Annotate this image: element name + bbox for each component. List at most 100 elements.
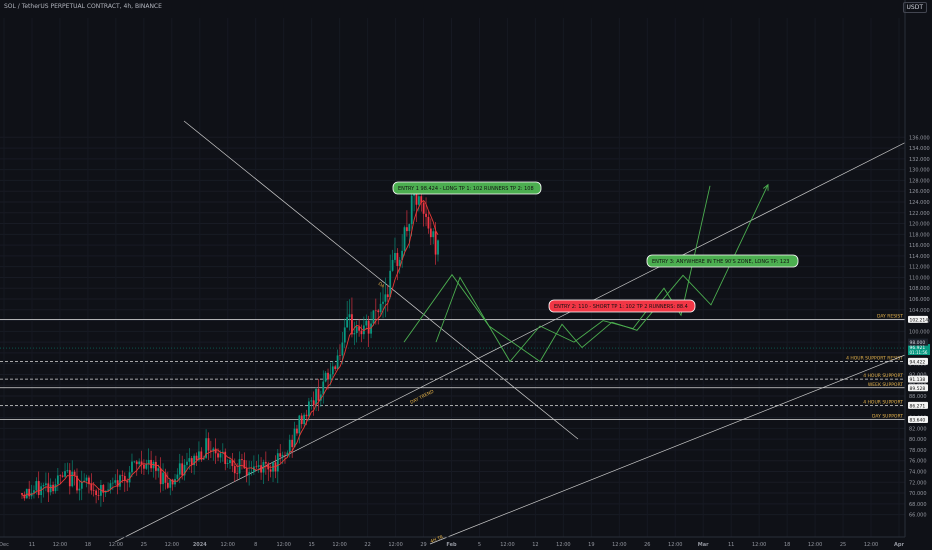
x-tick-label: 11: [728, 542, 734, 548]
candle-body: [348, 314, 351, 318]
bottom-trendline[interactable]: [429, 344, 931, 545]
candle-body: [164, 472, 167, 483]
y-tick-label: 136.000: [909, 135, 930, 141]
annotation-box[interactable]: [392, 181, 542, 195]
y-tick-label: 106.000: [909, 297, 930, 303]
crosshair-price-label: 98.000: [910, 340, 926, 346]
candle-body: [188, 458, 191, 462]
y-tick-label: 70.000: [909, 491, 927, 497]
candle-body: [245, 468, 248, 476]
candle-body: [224, 451, 227, 464]
candle-body: [372, 310, 375, 324]
candle-body: [119, 475, 121, 487]
candle-body: [154, 461, 157, 471]
candle-body: [343, 327, 346, 343]
candle-body: [315, 388, 317, 406]
candle-body: [176, 474, 179, 479]
candle-body: [410, 195, 413, 225]
candle-body: [49, 484, 52, 493]
candle-body: [307, 401, 310, 417]
candle-body: [312, 400, 315, 406]
annotation-box[interactable]: [646, 254, 799, 268]
resistance-trendline[interactable]: [183, 120, 579, 440]
candle-body: [327, 372, 329, 380]
candle-body: [193, 455, 196, 466]
x-tick-label: 12: [532, 542, 538, 548]
candle-body: [107, 489, 109, 491]
candle-body: [111, 482, 114, 484]
candle-body: [186, 461, 188, 465]
projection-path[interactable]: [435, 185, 711, 363]
y-tick-label: 120.000: [909, 222, 930, 228]
candle-body: [61, 475, 64, 477]
candle-body: [300, 415, 303, 425]
candle-body: [434, 231, 437, 255]
candle-body: [236, 473, 239, 474]
annotation-box[interactable]: [548, 299, 696, 313]
level-price-badge: [908, 357, 928, 365]
level-price-badge: [908, 401, 928, 409]
candle-body: [214, 448, 217, 454]
candle-body: [358, 326, 361, 331]
projection-path[interactable]: [403, 273, 541, 362]
candle-body: [286, 452, 289, 456]
annotation-text: ENTRY 1 98.424 - LONG TP 1: 102 RUNNERS …: [398, 186, 534, 192]
y-tick-label: 130.000: [909, 168, 930, 174]
candle-body: [76, 475, 78, 491]
currency-button[interactable]: USDT: [902, 2, 927, 13]
candle-body: [241, 459, 243, 461]
candle-body: [205, 438, 207, 458]
level-price-label: 91.138: [910, 377, 926, 383]
candle-body: [217, 453, 219, 458]
candle-body: [429, 228, 432, 238]
x-tick-label: 15: [308, 542, 314, 548]
price-axis[interactable]: 66.000 68.000 70.000 72.000 74.000 76.000 78.0…: [904, 0, 932, 550]
annotation-text: ENTRY 2: 110 - SHORT TP 1: 102 TP 2 RUNN…: [554, 304, 688, 310]
y-tick-label: 80.000: [909, 437, 927, 443]
candle-body: [231, 460, 234, 467]
candle-body: [128, 472, 131, 483]
candle-body: [80, 481, 83, 489]
level-label: DAY RESIST: [877, 313, 903, 319]
candle-body: [339, 355, 341, 357]
level-label: DAY SUPPORT: [872, 414, 903, 420]
candle-body: [59, 475, 62, 477]
level-price-badge: [908, 315, 928, 323]
candle-body: [365, 320, 368, 326]
x-tick-label: Feb: [446, 542, 457, 548]
candle-body: [135, 461, 138, 465]
candle-body: [35, 481, 38, 491]
candle-body: [88, 477, 90, 484]
candle-body: [174, 478, 176, 485]
x-tick-label: 18: [85, 542, 91, 548]
level-price-label: 83.640: [910, 418, 926, 424]
candle-body: [238, 459, 241, 474]
candle-body: [78, 488, 81, 491]
moving-average-line: [21, 199, 439, 498]
candle-body: [360, 330, 363, 335]
candle-body: [195, 455, 198, 461]
y-tick-label: 126.000: [909, 189, 930, 195]
candle-body: [229, 460, 231, 464]
day-trendline[interactable]: [114, 129, 931, 543]
projection-arrowhead: [763, 183, 769, 191]
projection-path[interactable]: [539, 184, 769, 362]
candle-body: [143, 464, 145, 469]
level-price-label: 102.214: [910, 317, 929, 323]
time-axis[interactable]: Dec 11 12:00 18 12:00 25 12:00 2024 12:00 8 12:00 1…: [0, 536, 905, 548]
candle-body: [233, 466, 236, 474]
candle-body: [396, 252, 399, 266]
x-tick-label: 5: [478, 542, 481, 548]
y-tick-label: 114.000: [909, 254, 930, 260]
level-price-label: 89.528: [910, 386, 926, 392]
candlestick-series: [21, 184, 439, 507]
y-tick-label: 104.000: [909, 308, 930, 314]
x-tick-label: 12:00: [612, 542, 626, 548]
candle-body: [384, 294, 387, 302]
y-tick-label: 110.000: [909, 275, 930, 281]
candle-body: [291, 439, 294, 448]
candle-body: [398, 259, 401, 266]
candle-body: [394, 252, 396, 260]
candle-body: [64, 471, 66, 477]
